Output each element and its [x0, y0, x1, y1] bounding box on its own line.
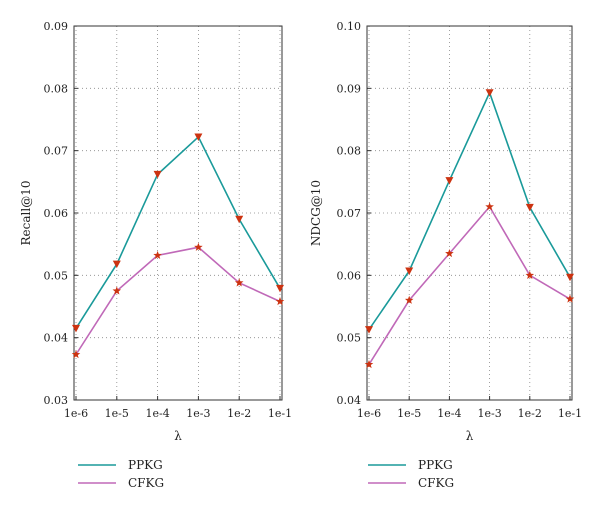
x-tick-label: 1e-4	[145, 407, 169, 420]
data-point-cfkg	[194, 242, 203, 251]
data-point-cfkg	[485, 202, 494, 211]
y-tick-label: 0.04	[337, 394, 362, 407]
data-point-cfkg	[275, 297, 285, 306]
y-tick-label: 0.05	[337, 332, 362, 345]
legend-label-ppkg: PPKG	[128, 458, 163, 472]
data-point-ppkg	[153, 170, 162, 179]
y-tick-label: 0.06	[337, 269, 362, 282]
x-tick-label: 1e-5	[105, 407, 129, 420]
data-point-cfkg	[153, 250, 162, 260]
data-point-ppkg	[276, 284, 284, 293]
y-axis-label: Recall@10	[19, 181, 33, 246]
x-tick-label: 1e-5	[397, 407, 421, 420]
legend: PPKG CFKG	[78, 458, 164, 490]
y-tick-label: 0.10	[337, 20, 362, 33]
data-point-cfkg	[364, 359, 374, 369]
data-point-ppkg	[112, 260, 121, 269]
data-point-cfkg	[71, 350, 81, 359]
data-point-cfkg	[404, 295, 414, 304]
series-line-ppkg	[75, 135, 281, 329]
y-tick-label: 0.05	[44, 269, 69, 282]
data-point-cfkg	[234, 278, 244, 287]
data-point-ppkg	[485, 89, 494, 97]
data-point-ppkg	[405, 267, 414, 275]
series-line-ppkg	[368, 90, 571, 331]
x-axis-label: λ	[466, 429, 474, 443]
y-axis-label: NDCG@10	[309, 180, 323, 246]
legend-label-ppkg: PPKG	[418, 458, 453, 472]
y-tick-label: 0.07	[44, 145, 69, 158]
data-point-ppkg	[365, 326, 373, 334]
y-tick-label: 0.06	[44, 207, 69, 220]
y-tick-label: 0.08	[337, 145, 362, 158]
x-tick-label: 1e-3	[477, 407, 501, 420]
y-tick-label: 0.08	[44, 82, 69, 95]
x-tick-label: 1e-1	[558, 407, 582, 420]
y-tick-label: 0.03	[44, 394, 69, 407]
y-tick-label: 0.09	[44, 20, 69, 33]
plot-frame	[366, 25, 573, 401]
x-tick-label: 1e-2	[227, 407, 251, 420]
data-point-ppkg	[445, 177, 454, 185]
x-tick-label: 1e-2	[518, 407, 542, 420]
x-tick-label: 1e-4	[437, 407, 461, 420]
legend: PPKG CFKG	[368, 458, 454, 490]
chart-panel-2: 0.04 0.05 0.06 0.07 0.08 0.09 0.10 1e-6 1e-5 1e-4…	[309, 20, 582, 490]
data-point-cfkg	[445, 249, 454, 258]
data-point-cfkg	[525, 270, 535, 279]
x-axis-label: λ	[174, 429, 182, 443]
x-tick-label: 1e-6	[64, 407, 88, 420]
data-point-ppkg	[566, 273, 574, 282]
x-tick-label: 1e-1	[268, 407, 292, 420]
y-tick-label: 0.09	[337, 82, 362, 95]
chart-panel-1: 0.03 0.04 0.05 0.06 0.07 0.08 0.09 1e-6 1e-5 1e-4…	[19, 20, 292, 490]
data-point-ppkg	[194, 133, 203, 141]
data-point-ppkg	[235, 215, 244, 224]
series-line-cfkg	[75, 246, 281, 355]
legend-label-cfkg: CFKG	[128, 476, 164, 490]
x-tick-label: 1e-6	[357, 407, 381, 420]
data-point-ppkg	[72, 324, 80, 333]
y-tick-label: 0.07	[337, 207, 362, 220]
legend-label-cfkg: CFKG	[418, 476, 454, 490]
data-point-cfkg	[112, 286, 122, 295]
data-point-cfkg	[565, 294, 575, 303]
x-tick-label: 1e-3	[186, 407, 210, 420]
data-point-ppkg	[525, 203, 534, 212]
series-line-cfkg	[368, 205, 571, 365]
y-tick-label: 0.04	[44, 332, 69, 345]
